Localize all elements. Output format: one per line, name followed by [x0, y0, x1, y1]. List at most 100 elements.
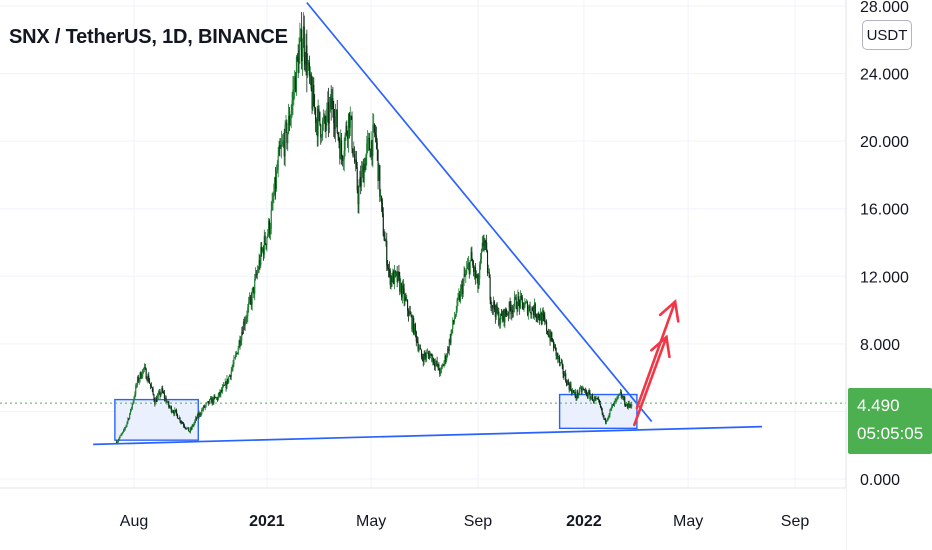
- candle-body: [173, 412, 175, 415]
- candle-body: [232, 364, 234, 368]
- candle-body: [561, 362, 563, 366]
- candle-body: [468, 263, 470, 274]
- candle-body: [262, 248, 264, 255]
- candle-body: [630, 405, 632, 407]
- candle-body: [127, 418, 129, 422]
- candle-body: [268, 220, 270, 234]
- candle-body: [152, 388, 154, 395]
- candle-body: [214, 396, 216, 398]
- candle-body: [341, 156, 344, 161]
- candle-body: [179, 417, 181, 422]
- candle-body: [140, 372, 142, 379]
- candle-body: [628, 403, 630, 406]
- candle-body: [195, 417, 198, 419]
- candle-body: [514, 297, 516, 298]
- candle-body: [346, 125, 348, 134]
- candle-body: [400, 283, 402, 292]
- candle-body: [420, 348, 422, 350]
- candle-body: [453, 318, 456, 322]
- candle-body: [580, 387, 582, 392]
- candle-body: [586, 395, 588, 397]
- candle-body: [364, 164, 366, 170]
- candle-body: [544, 317, 546, 323]
- candle-body: [605, 420, 608, 423]
- candle-body: [583, 389, 585, 390]
- candle-body: [505, 309, 507, 314]
- candle-body: [384, 240, 386, 242]
- candle-body: [454, 315, 456, 319]
- candle-body: [170, 406, 172, 412]
- candle-body: [460, 289, 462, 301]
- candle-body: [264, 235, 266, 244]
- candle-body: [390, 276, 392, 285]
- candle-body: [203, 405, 205, 408]
- candle-body: [546, 331, 549, 334]
- candle-body: [129, 413, 131, 419]
- candle-body: [324, 116, 326, 124]
- candle-body: [334, 123, 336, 129]
- candle-body: [522, 302, 524, 310]
- candle-body: [196, 414, 198, 419]
- currency-button[interactable]: USDT: [862, 20, 912, 50]
- candle-body: [285, 122, 287, 125]
- y-tick-label: 12.000: [860, 269, 909, 286]
- candle-body: [231, 367, 233, 371]
- candle-body: [249, 297, 251, 299]
- candle-body: [429, 353, 431, 359]
- candle-body: [375, 135, 377, 143]
- candle-body: [188, 427, 190, 432]
- candle-body: [490, 299, 492, 308]
- candle-body: [508, 301, 510, 315]
- candle-body: [451, 329, 453, 333]
- candle-body: [360, 177, 362, 187]
- candle-body: [131, 403, 133, 409]
- candle-body: [396, 272, 398, 282]
- candle-body: [372, 125, 374, 157]
- x-tick-label: Sep: [781, 513, 810, 530]
- candle-body: [337, 132, 339, 137]
- candle-body: [492, 305, 494, 309]
- candle-body: [385, 240, 387, 242]
- candle-body: [314, 108, 317, 123]
- candle-body: [276, 169, 278, 172]
- candle-body: [326, 108, 328, 126]
- candle-body: [615, 398, 617, 401]
- candle-body: [501, 315, 503, 320]
- candle-body: [437, 364, 439, 367]
- candle-body: [497, 311, 499, 313]
- candle-body: [319, 111, 321, 125]
- candle-body: [388, 269, 390, 271]
- candle-body: [277, 155, 279, 170]
- candle-body: [565, 373, 567, 382]
- candle-body: [493, 301, 495, 309]
- candle-body: [184, 427, 186, 429]
- candle-body: [379, 165, 381, 197]
- candle-body: [510, 307, 512, 314]
- candle-body: [252, 286, 254, 292]
- candle-body: [495, 304, 497, 317]
- candle-body: [320, 124, 322, 138]
- time-axis-pane: [0, 488, 846, 550]
- candle-body: [250, 298, 252, 305]
- candle-body: [169, 406, 171, 408]
- candle-body: [476, 274, 478, 278]
- candle-body: [403, 288, 405, 301]
- candle-body: [258, 260, 260, 271]
- candle-body: [489, 277, 491, 300]
- candle-body: [389, 270, 391, 285]
- x-tick-label: May: [673, 513, 703, 530]
- candle-body: [563, 373, 565, 376]
- candle-body: [480, 259, 482, 265]
- candle-body: [413, 318, 415, 334]
- candle-body: [318, 109, 320, 112]
- candle-body: [147, 375, 149, 381]
- candle-body: [600, 407, 602, 409]
- candle-body: [517, 296, 519, 310]
- candle-body: [144, 367, 146, 369]
- candle-body: [270, 209, 272, 230]
- candle-body: [205, 403, 207, 406]
- candle-body: [335, 109, 337, 117]
- candle-body: [484, 240, 486, 242]
- candle-body: [325, 123, 327, 126]
